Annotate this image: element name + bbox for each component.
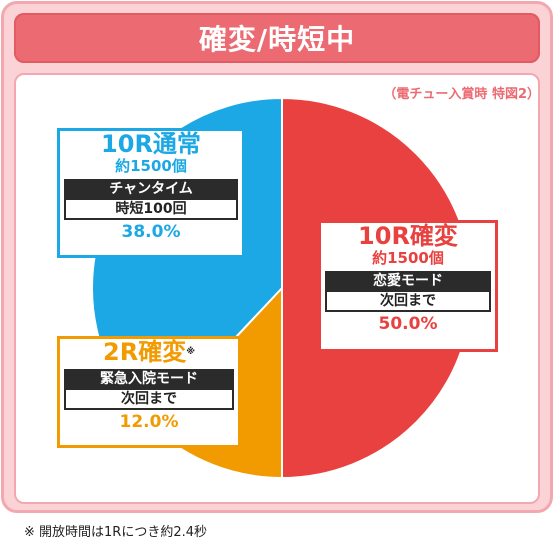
label-2r-kakuhen-name: 2R確変 xyxy=(103,338,187,366)
label-10r-normal-percent: 38.0% xyxy=(121,222,181,242)
label-10r-kakuhen-payout: 約1500個 xyxy=(372,249,444,267)
label-10r-normal-payout: 約1500個 xyxy=(115,157,187,175)
label-2r-kakuhen-name-row: 2R確変※ xyxy=(60,339,238,365)
label-10r-normal-mode-sub: 時短100回 xyxy=(64,198,238,220)
label-10r-normal-name: 10R通常 xyxy=(101,130,201,158)
condition-note: （電チュー入賞時 特図2） xyxy=(383,87,540,102)
label-2r-kakuhen-mode-sub: 次回まで xyxy=(64,388,234,410)
label-10r-kakuhen-percent: 50.0% xyxy=(378,314,438,334)
label-10r-kakuhen-mode: 恋愛モード xyxy=(325,271,491,290)
label-2r-kakuhen: 2R確変※ 緊急入院モード 次回まで 12.0% xyxy=(57,336,241,448)
label-2r-kakuhen-percent: 12.0% xyxy=(119,412,179,432)
footnote-mark: ※ xyxy=(186,347,195,357)
label-2r-kakuhen-mode: 緊急入院モード xyxy=(64,369,234,388)
footnote: ※ 開放時間は1Rにつき約2.4秒 xyxy=(24,525,208,540)
label-10r-kakuhen-name: 10R確変 xyxy=(358,222,458,250)
label-10r-normal-mode: チャンタイム xyxy=(64,179,238,198)
label-10r-normal: 10R通常 約1500個 チャンタイム 時短100回 38.0% xyxy=(57,128,245,258)
chart-title: 確変/時短中 xyxy=(14,13,540,63)
label-10r-kakuhen-mode-sub: 次回まで xyxy=(325,290,491,312)
label-10r-kakuhen: 10R確変 約1500個 恋愛モード 次回まで 50.0% xyxy=(318,220,498,352)
